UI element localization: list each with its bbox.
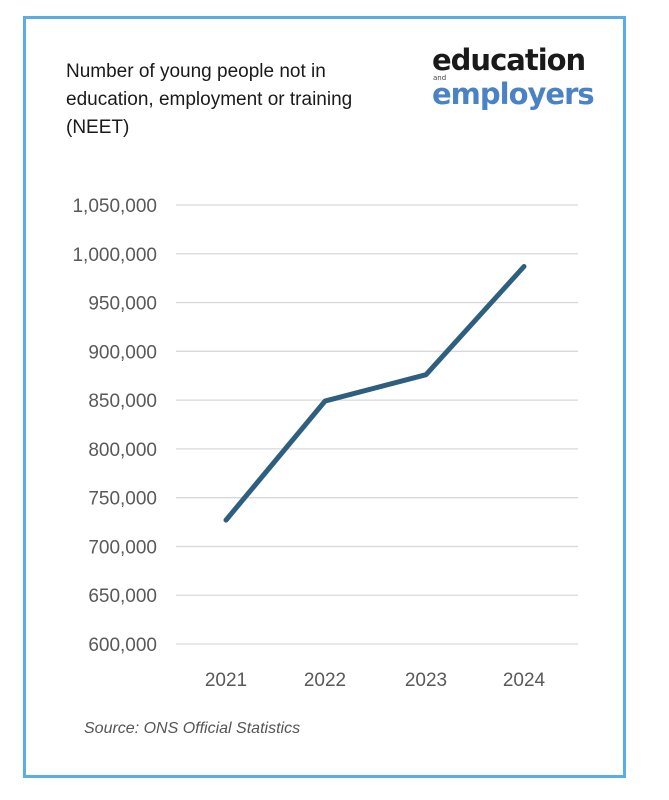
source-note: Source: ONS Official Statistics: [84, 720, 301, 737]
chart-title: Number of young people not in education,…: [66, 61, 353, 138]
y-tick-label: 700,000: [88, 537, 157, 558]
y-tick-label: 850,000: [88, 391, 157, 412]
logo-word-education: education: [432, 43, 586, 77]
y-tick-label: 900,000: [88, 342, 157, 363]
y-tick-label: 800,000: [88, 440, 157, 461]
y-tick-label: 600,000: [88, 635, 157, 656]
series-line: [223, 264, 527, 523]
chart-frame: [23, 16, 626, 778]
x-tick-label: 2022: [304, 670, 346, 691]
y-tick-label: 950,000: [88, 294, 157, 315]
x-tick-label: 2021: [205, 670, 247, 691]
x-tick-label: 2024: [503, 670, 546, 691]
logo-word-employers: employers: [432, 77, 595, 111]
y-tick-label: 1,000,000: [72, 245, 157, 266]
y-tick-label: 650,000: [88, 586, 157, 607]
education-and-employers-logo: education and employers: [432, 44, 602, 114]
y-tick-label: 750,000: [88, 489, 157, 510]
logo-word-and: and: [433, 74, 447, 82]
x-tick-label: 2023: [405, 670, 447, 691]
y-tick-label: 1,050,000: [72, 196, 157, 217]
